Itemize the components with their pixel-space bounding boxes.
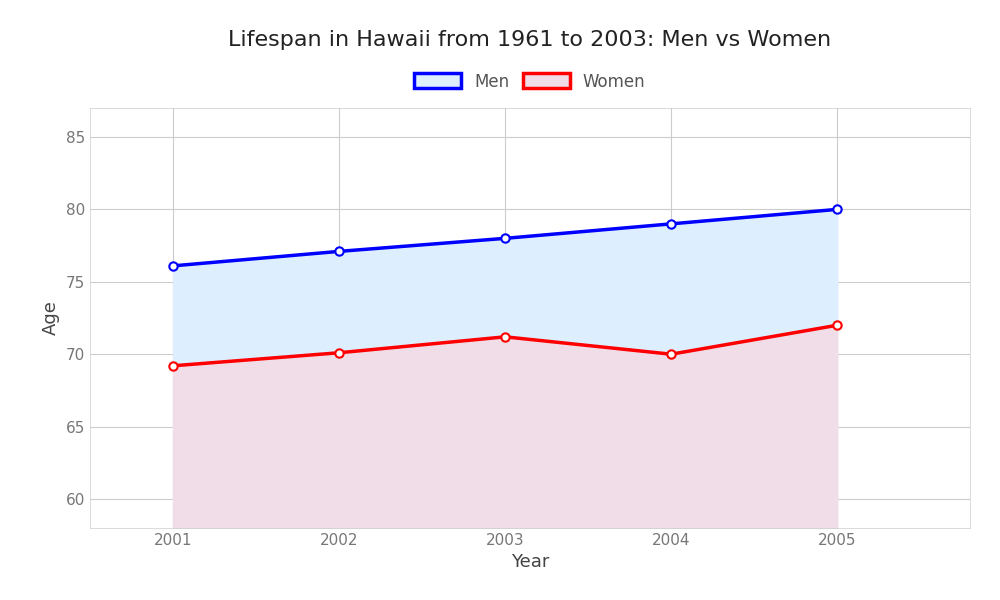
Title: Lifespan in Hawaii from 1961 to 2003: Men vs Women: Lifespan in Hawaii from 1961 to 2003: Me… <box>228 29 832 49</box>
X-axis label: Year: Year <box>511 553 549 571</box>
Y-axis label: Age: Age <box>42 301 60 335</box>
Legend: Men, Women: Men, Women <box>408 66 652 97</box>
